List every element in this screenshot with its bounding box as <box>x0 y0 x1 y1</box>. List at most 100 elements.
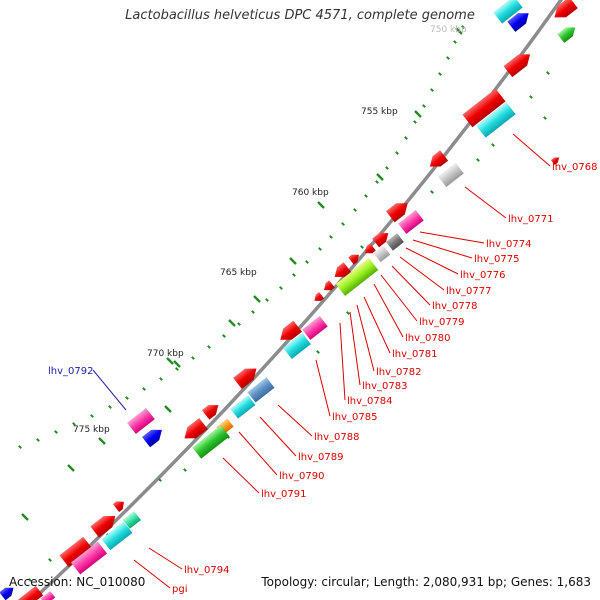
gene-lhv-0774b[interactable] <box>397 209 425 235</box>
ruler-label: 760 kbp <box>292 188 329 198</box>
scale-tick <box>175 367 179 371</box>
scale-tick <box>265 298 269 302</box>
gene-label-lhv-0784[interactable]: lhv_0784 <box>347 396 392 407</box>
connector-line <box>92 369 127 411</box>
gene-features <box>0 0 579 600</box>
gene-lhv-0770[interactable] <box>426 149 449 171</box>
gene-label-pgi[interactable]: pgi <box>172 584 187 595</box>
gene-label-lhv-0768[interactable]: lhv_0768 <box>552 162 597 173</box>
connector-line <box>259 416 297 457</box>
gene-lhv-0780[interactable] <box>335 257 379 297</box>
gene-small[interactable] <box>550 155 561 166</box>
gene-lhv-0792[interactable] <box>126 407 156 435</box>
gene-lhv-0773[interactable] <box>385 198 412 223</box>
connector-line <box>399 256 445 291</box>
gene-lhv-0785b[interactable] <box>282 332 312 360</box>
gene-lhv-0777[interactable] <box>331 261 352 281</box>
gene-label-lhv-0785[interactable]: lhv_0785 <box>332 412 377 423</box>
major-tick <box>317 201 325 209</box>
gene-lhv-0785[interactable] <box>301 315 329 341</box>
scale-tick <box>159 377 163 381</box>
scale-tick <box>385 166 389 170</box>
gene-label-lhv-0783[interactable]: lhv_0783 <box>362 381 407 392</box>
gene-label-lhv-0776[interactable]: lhv_0776 <box>460 270 505 281</box>
gene-label-lhv-0778[interactable]: lhv_0778 <box>432 301 477 312</box>
gene-lhv-0793b[interactable] <box>112 498 127 513</box>
scale-tick <box>413 120 417 124</box>
gene-lhv-0797[interactable] <box>0 584 17 600</box>
connector-line <box>512 133 551 167</box>
gene-lhv-0788[interactable] <box>247 377 275 403</box>
gene-label-lhv-0775[interactable]: lhv_0775 <box>474 254 519 265</box>
scale-tick <box>237 322 241 326</box>
scale-tick <box>316 350 320 354</box>
gene-label-lhv-0777[interactable]: lhv_0777 <box>446 286 491 297</box>
scale-tick <box>125 396 129 400</box>
gene-label-lhv-0788[interactable]: lhv_0788 <box>314 432 359 443</box>
gene-lhv-0793[interactable] <box>90 510 119 538</box>
gene-pgi[interactable] <box>70 541 108 575</box>
gene-lhv-0774[interactable] <box>371 229 391 248</box>
gene-label-lhv-0794[interactable]: lhv_0794 <box>184 565 229 576</box>
scale-tick <box>476 158 480 162</box>
gene-lhv-0789[interactable] <box>230 395 256 419</box>
gene-label-lhv-0790[interactable]: lhv_0790 <box>279 471 324 482</box>
connector-line <box>222 457 260 494</box>
major-tick <box>67 464 75 472</box>
gene-lhv-0796[interactable] <box>16 585 44 600</box>
gene-lhv-0779[interactable] <box>312 291 325 304</box>
gene-lhv-0768a[interactable] <box>462 88 506 128</box>
connector-line <box>419 231 485 244</box>
scale-tick <box>279 286 283 290</box>
gene-lhv-0765[interactable] <box>550 0 579 23</box>
major-tick <box>98 437 106 445</box>
ruler-label: 755 kbp <box>361 107 398 117</box>
gene-label-lhv-0771[interactable]: lhv_0771 <box>508 214 553 225</box>
gene-lhv-0794[interactable] <box>122 511 142 529</box>
major-tick <box>289 257 297 265</box>
gene-label-lhv-0782[interactable]: lhv_0782 <box>376 367 421 378</box>
gene-label-lhv-0779[interactable]: lhv_0779 <box>419 317 464 328</box>
gene-lhv-0778[interactable] <box>321 280 336 293</box>
gene-lhv-0771[interactable] <box>437 162 465 188</box>
gene-lhv-0786[interactable] <box>232 363 261 390</box>
gene-label-lhv-0789[interactable]: lhv_0789 <box>298 452 343 463</box>
gene-lhv-0767[interactable] <box>503 49 535 78</box>
gene-lhv-0776b[interactable] <box>373 245 391 263</box>
gene-lhv-0798[interactable] <box>40 590 56 600</box>
major-tick <box>164 405 172 413</box>
gene-lhv-0792b[interactable] <box>141 425 166 448</box>
scale-tick <box>446 56 450 60</box>
gene-lhv-0784[interactable] <box>276 320 303 346</box>
label-connectors <box>92 133 551 589</box>
gene-label-lhv-0774[interactable]: lhv_0774 <box>486 239 531 250</box>
scale-tick <box>375 180 379 184</box>
gene-label-lhv-0791[interactable]: lhv_0791 <box>261 489 306 500</box>
connector-line <box>356 304 375 372</box>
gene-lhv-0769b[interactable] <box>476 102 516 138</box>
scale-tick <box>353 208 357 212</box>
connector-line <box>277 404 313 437</box>
gene-label-lhv-0780[interactable]: lhv_0780 <box>405 333 450 344</box>
gene-lhv-0775[interactable] <box>362 243 377 256</box>
scale-tick <box>461 25 465 29</box>
scale-tick <box>364 194 368 198</box>
gene-lhv-0766[interactable] <box>493 0 523 24</box>
scale-tick <box>292 273 296 277</box>
scale-tick <box>191 356 195 360</box>
scale-tick <box>90 414 94 418</box>
gene-lhv-0776[interactable] <box>347 251 361 265</box>
gene-label-lhv-0792[interactable]: lhv_0792 <box>48 366 93 377</box>
gene-label-lhv-0781[interactable]: lhv_0781 <box>392 349 437 360</box>
connector-line <box>349 311 361 386</box>
connector-line <box>412 239 473 259</box>
scale-tick <box>546 71 550 75</box>
gene-lhv-0788a[interactable] <box>180 417 209 444</box>
gene-lhv-0769[interactable] <box>557 23 579 44</box>
gene-lhv-0794b[interactable] <box>101 521 133 551</box>
gene-lhv-0775b[interactable] <box>385 233 405 251</box>
gene-lhv-0787[interactable] <box>201 400 222 421</box>
gene-lhv-0767b[interactable] <box>506 8 532 33</box>
gene-lhv-0791[interactable] <box>192 425 230 459</box>
